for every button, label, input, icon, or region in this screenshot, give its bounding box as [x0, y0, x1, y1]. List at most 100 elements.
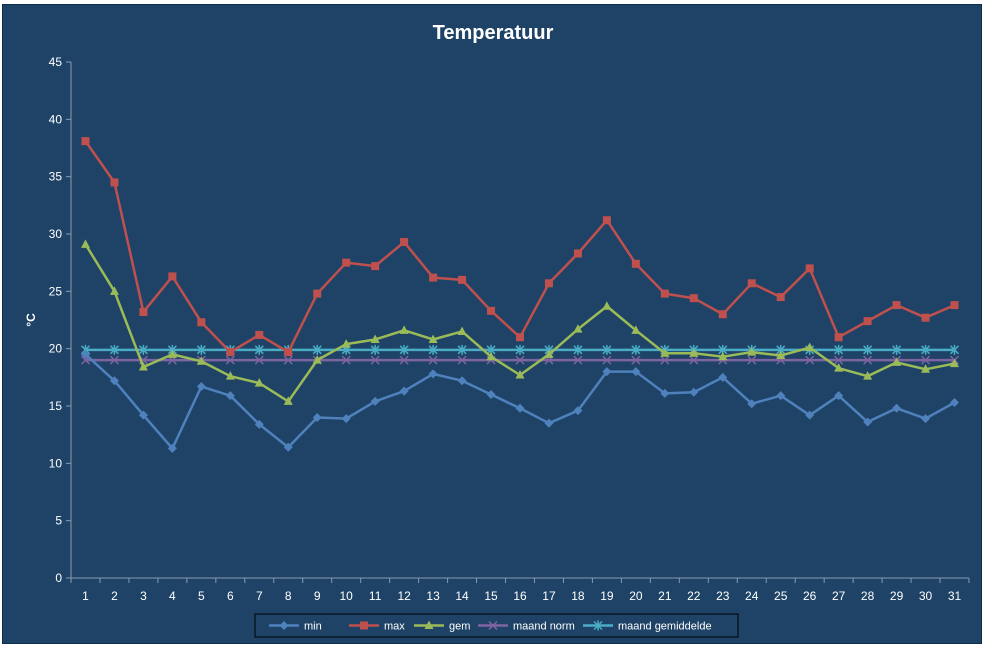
- data-point-max: [805, 264, 814, 273]
- data-point-maand-norm: [225, 355, 235, 365]
- data-point-gem: [225, 371, 235, 380]
- data-point-min: [312, 412, 322, 422]
- data-point-gem: [428, 334, 438, 343]
- data-point-maand-norm: [660, 355, 670, 365]
- data-point-gem: [834, 363, 844, 372]
- data-point-maand-gemiddelde: [573, 344, 583, 355]
- x-tick-label: 26: [803, 589, 817, 603]
- data-point-maand-gemiddelde: [892, 344, 902, 355]
- data-point-min: [776, 391, 786, 401]
- data-point-maand-norm: [457, 355, 467, 365]
- data-point-min: [370, 396, 380, 406]
- data-point-min: [428, 369, 438, 379]
- data-point-gem: [138, 362, 148, 371]
- data-point-min: [544, 418, 554, 428]
- x-tick-label: 18: [571, 589, 585, 603]
- y-tick-label: 45: [49, 55, 63, 69]
- data-point-max: [892, 301, 901, 310]
- y-tick-label: 35: [49, 170, 63, 184]
- data-point-maand-gemiddelde: [834, 344, 844, 355]
- legend-item-maand-gemiddelde: maand gemiddelde: [583, 620, 712, 633]
- x-tick-label: 5: [198, 589, 205, 603]
- chart-title: Temperatuur: [433, 22, 554, 44]
- data-point-maand-gemiddelde: [602, 344, 612, 355]
- legend-item-min: min: [269, 621, 322, 633]
- data-point-min: [834, 391, 844, 401]
- data-point-max: [776, 293, 785, 302]
- data-point-max: [631, 259, 640, 268]
- legend-label-gem: gem: [449, 621, 470, 633]
- data-point-gem: [167, 349, 177, 358]
- data-point-maand-norm: [573, 355, 583, 365]
- x-tick-label: 29: [890, 589, 904, 603]
- data-point-gem: [196, 356, 206, 365]
- data-point-gem: [689, 348, 699, 357]
- x-tick-label: 3: [140, 589, 147, 603]
- data-point-max: [197, 318, 206, 327]
- x-tick-label: 28: [861, 589, 875, 603]
- series-line-max: [84, 140, 956, 354]
- data-point-maand-norm: [283, 355, 293, 365]
- x-tick-label: 22: [687, 589, 701, 603]
- x-tick-label: 1: [82, 589, 89, 603]
- data-point-maand-norm: [341, 355, 351, 365]
- data-point-maand-norm: [863, 355, 873, 365]
- data-point-max: [747, 279, 756, 288]
- data-point-gem: [515, 370, 525, 379]
- data-point-min: [80, 349, 90, 359]
- data-point-gem: [341, 339, 351, 348]
- y-tick-label: 20: [49, 342, 63, 356]
- data-point-maand-norm: [834, 355, 844, 365]
- data-point-max: [573, 249, 582, 258]
- x-tick-label: 25: [774, 589, 788, 603]
- data-point-gem: [109, 286, 119, 295]
- data-point-maand-gemiddelde: [457, 344, 467, 355]
- x-tick-label: 12: [397, 589, 411, 603]
- x-tick-label: 17: [542, 589, 556, 603]
- legend-marker-maand-norm: [488, 620, 498, 631]
- x-tick-label: 21: [658, 589, 672, 603]
- data-point-max: [689, 294, 698, 303]
- data-point-maand-gemiddelde: [949, 344, 960, 355]
- legend-label-min: min: [304, 621, 322, 633]
- legend-marker-gem: [424, 620, 434, 629]
- data-point-min: [283, 442, 293, 452]
- x-tick-label: 15: [484, 589, 498, 603]
- data-point-maand-gemiddelde: [921, 344, 931, 355]
- series-gem: [80, 239, 960, 405]
- x-tick-label: 10: [340, 589, 354, 603]
- data-point-max: [834, 333, 843, 342]
- data-point-gem: [747, 347, 757, 356]
- data-point-gem: [80, 239, 90, 248]
- data-point-min: [196, 382, 206, 392]
- data-point-min: [863, 417, 873, 427]
- series-maand-gemiddelde: [80, 344, 960, 355]
- legend: min max gem maand norm maand gemiddelde: [254, 613, 739, 638]
- data-point-maand-norm: [747, 355, 757, 365]
- x-tick-label: 11: [369, 589, 382, 603]
- data-point-gem: [631, 325, 641, 334]
- x-tick-label: 24: [745, 589, 759, 603]
- legend-label-maand-gemiddelde: maand gemiddelde: [618, 621, 712, 633]
- data-point-min: [602, 367, 612, 377]
- data-point-maand-gemiddelde: [399, 344, 409, 355]
- data-point-maand-gemiddelde: [863, 344, 873, 355]
- legend-item-maand-norm: maand norm: [478, 621, 575, 633]
- data-point-max: [284, 348, 293, 357]
- data-point-maand-norm: [602, 355, 612, 365]
- y-tick-label: 15: [49, 399, 63, 413]
- data-point-gem: [312, 355, 322, 364]
- data-point-min: [515, 403, 525, 413]
- data-point-max: [458, 275, 467, 284]
- data-point-max: [950, 301, 959, 310]
- legend-label-max: max: [384, 621, 405, 633]
- x-tick-label: 23: [716, 589, 730, 603]
- data-point-maand-norm: [399, 355, 409, 365]
- data-point-min: [660, 388, 670, 398]
- data-point-min: [921, 414, 931, 424]
- data-point-gem: [457, 326, 467, 335]
- data-point-max: [226, 348, 235, 357]
- data-point-maand-gemiddelde: [254, 344, 264, 355]
- data-point-gem: [283, 396, 293, 405]
